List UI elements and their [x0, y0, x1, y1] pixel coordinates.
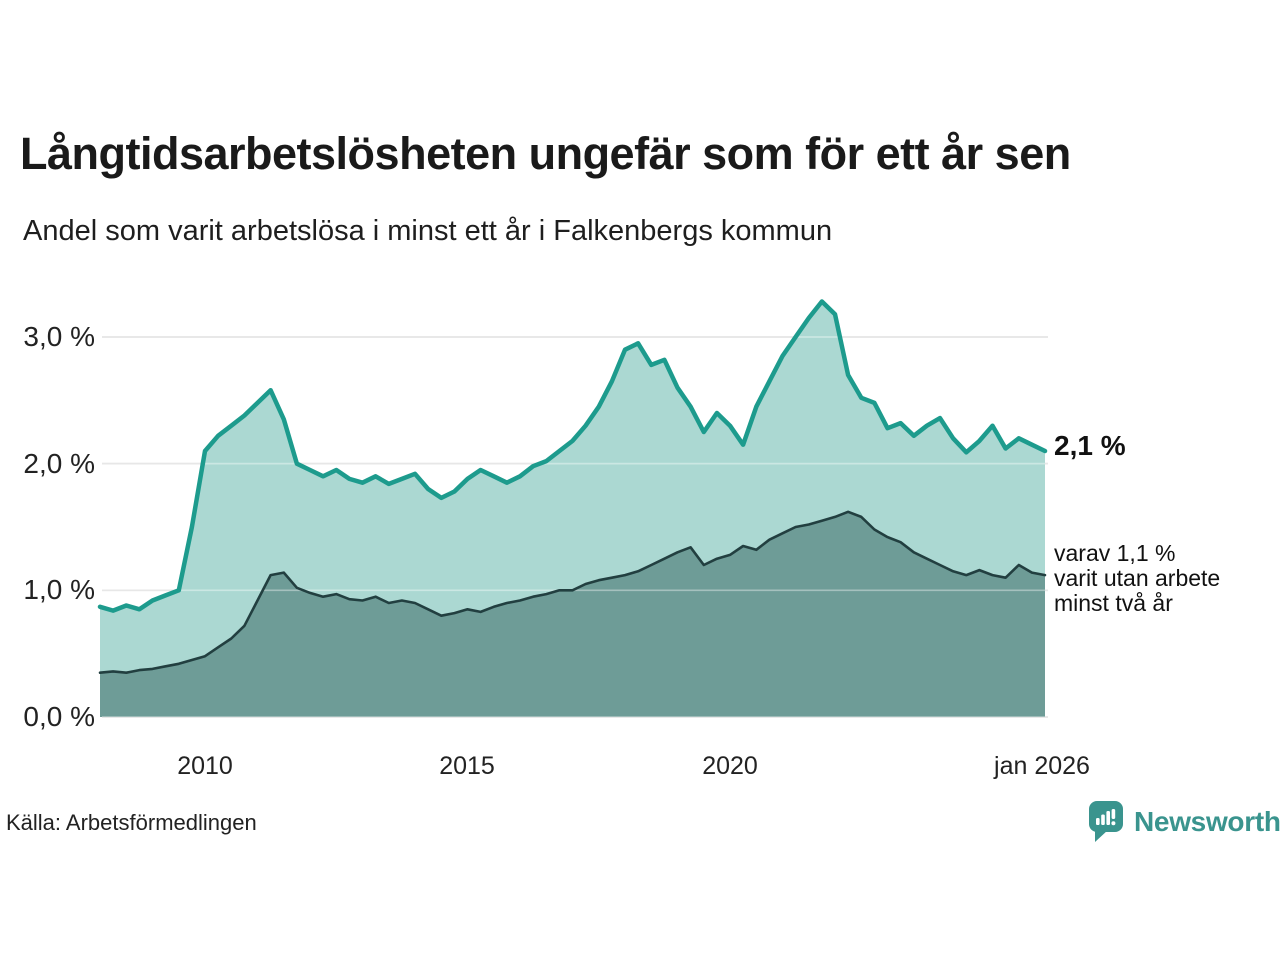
x-axis-tick-2010: 2010	[177, 752, 233, 780]
two-year-share-note: varav 1,1 % varit utan arbete minst två …	[1054, 540, 1221, 616]
y-axis-tick-2: 2,0 %	[23, 448, 95, 479]
chart-subtitle: Andel som varit arbetslösa i minst ett å…	[23, 215, 833, 247]
x-axis-tick-2015: 2015	[439, 752, 495, 780]
newsworthy-logo-icon	[1089, 801, 1123, 842]
latest-total-value-label: 2,1 %	[1054, 430, 1126, 461]
x-axis-tick-2020: 2020	[702, 752, 758, 780]
source-label: Källa: Arbetsförmedlingen	[6, 810, 257, 835]
y-axis-tick-1: 1,0 %	[23, 574, 95, 605]
chart-title: Långtidsarbetslösheten ungefär som för e…	[20, 128, 1071, 179]
y-axis-tick-3: 3,0 %	[23, 321, 95, 352]
newsworthy-brand: Newsworthy	[1086, 799, 1280, 845]
newsworthy-wordmark: Newsworthy	[1134, 806, 1280, 837]
y-axis-tick-0: 0,0 %	[23, 701, 95, 732]
x-axis-tick-jan-2026: jan 2026	[994, 752, 1090, 780]
